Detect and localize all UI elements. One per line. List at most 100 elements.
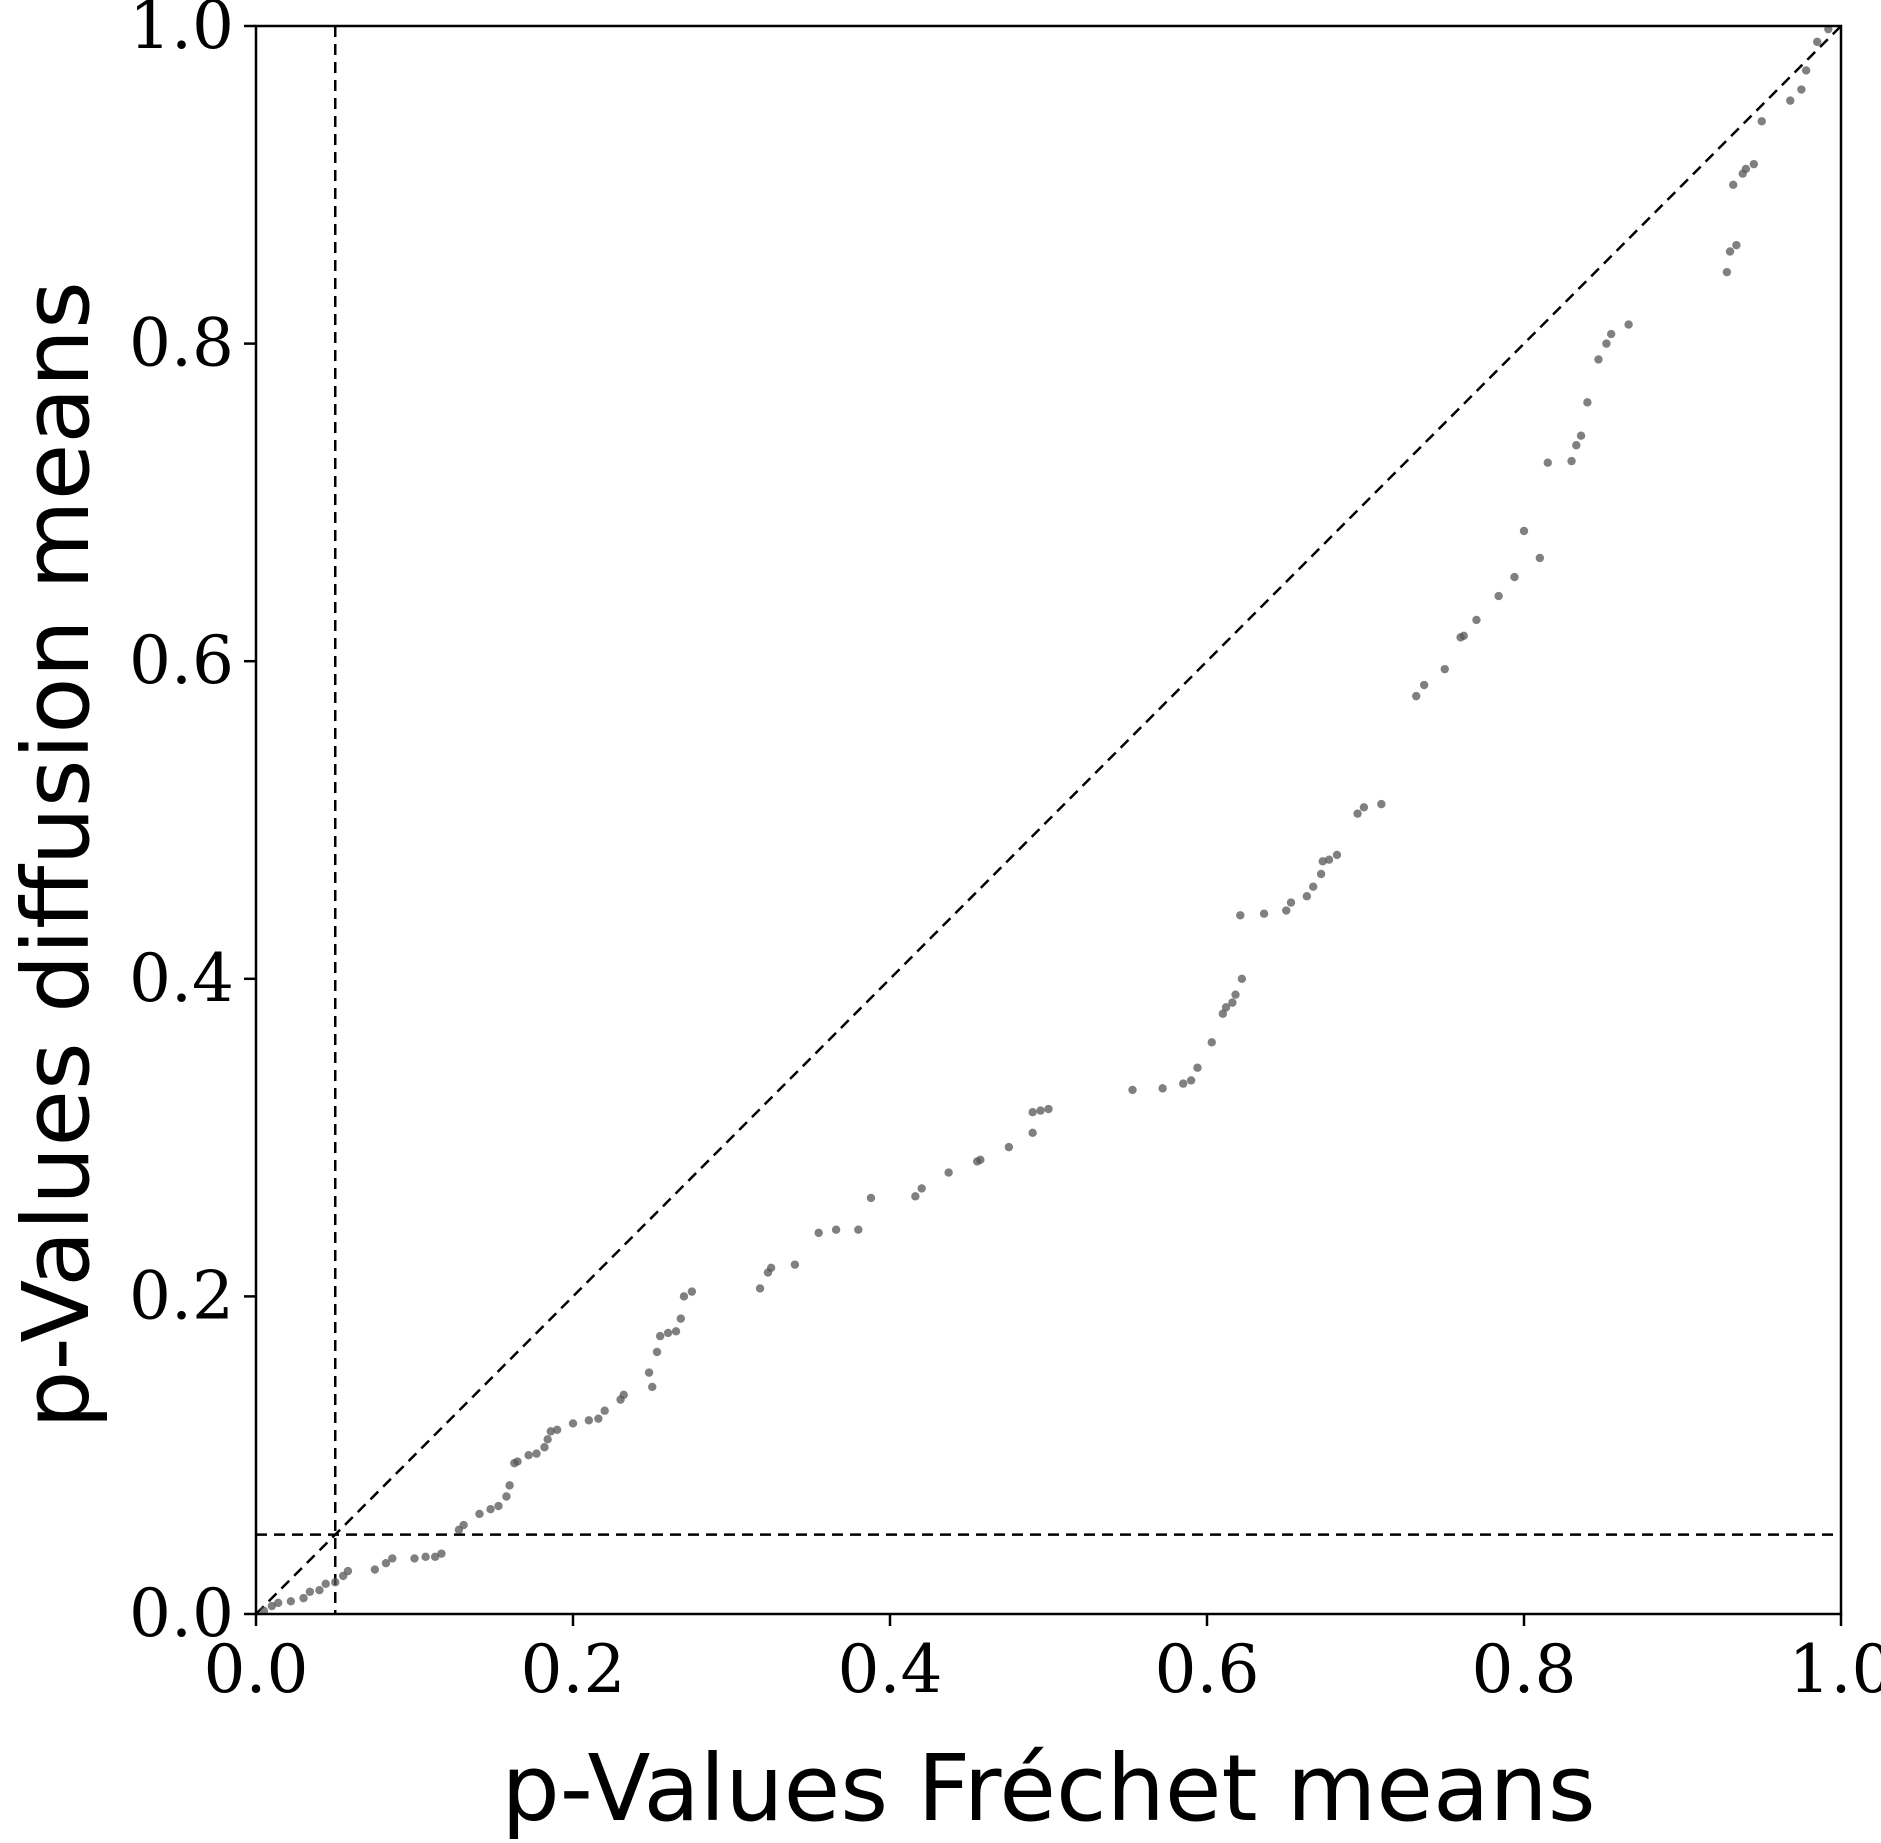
reference-lines	[255, 25, 1842, 1615]
data-point	[1606, 329, 1616, 339]
data-point	[1797, 85, 1806, 94]
data-point	[1722, 267, 1732, 277]
data-point	[1459, 631, 1468, 640]
data-point	[486, 1504, 495, 1514]
y-tick-label: 0.6	[129, 622, 234, 699]
data-point	[663, 1328, 673, 1338]
data-point	[1179, 1079, 1188, 1088]
data-point	[1377, 799, 1386, 809]
x-tick-label: 0.6	[1155, 1631, 1260, 1708]
data-point	[1259, 909, 1269, 918]
data-point	[494, 1501, 503, 1511]
data-point	[1158, 1084, 1167, 1093]
data-point	[305, 1587, 315, 1596]
data-point	[552, 1425, 562, 1434]
data-point	[644, 1368, 654, 1377]
data-point	[1324, 855, 1334, 864]
data-point	[1412, 691, 1421, 701]
data-point	[1282, 906, 1291, 915]
data-point	[1519, 526, 1529, 536]
data-point	[854, 1225, 863, 1234]
data-point	[679, 1292, 689, 1301]
x-tick-label: 0.4	[838, 1631, 943, 1708]
plot-frame	[254, 24, 1843, 1616]
data-point	[1583, 398, 1592, 407]
data-point	[1757, 117, 1766, 126]
data-point	[911, 1192, 920, 1201]
data-point	[1028, 1128, 1037, 1138]
data-point	[1510, 572, 1519, 582]
data-point	[1576, 431, 1586, 440]
data-point	[1318, 857, 1327, 866]
data-point	[1786, 96, 1795, 105]
data-point	[267, 1601, 277, 1611]
diagonal-reference-line	[255, 25, 1842, 1615]
data-point	[1813, 37, 1822, 47]
data-point	[1801, 66, 1811, 75]
data-point	[1193, 1063, 1202, 1072]
data-point	[1186, 1076, 1196, 1085]
data-points	[259, 24, 1833, 1616]
data-point	[1237, 974, 1247, 983]
data-point	[755, 1284, 765, 1293]
data-point	[1028, 1107, 1037, 1117]
data-point	[1231, 990, 1240, 999]
x-tick-label: 0.0	[204, 1631, 309, 1708]
data-point	[286, 1597, 296, 1606]
data-point	[1228, 998, 1237, 1007]
x-axis-ticks: 0.0 0.2 0.4 0.6 0.8 1.0	[204, 1614, 1881, 1708]
data-point	[1004, 1142, 1014, 1152]
data-point	[1729, 180, 1738, 189]
data-point	[437, 1549, 446, 1558]
data-point	[1535, 553, 1545, 563]
data-point	[1543, 458, 1552, 467]
data-point	[273, 1598, 283, 1608]
data-point	[532, 1449, 541, 1458]
data-point	[524, 1451, 533, 1460]
data-point	[1128, 1085, 1137, 1095]
data-point	[600, 1406, 609, 1415]
data-point	[410, 1554, 419, 1563]
data-point	[1472, 615, 1481, 625]
data-point	[321, 1579, 330, 1589]
data-point	[540, 1443, 549, 1452]
data-point	[1440, 664, 1449, 674]
data-point	[1749, 159, 1759, 169]
data-point	[1236, 911, 1245, 920]
data-point	[568, 1419, 578, 1428]
x-tick-label: 0.8	[1472, 1631, 1577, 1708]
data-point	[1308, 882, 1318, 891]
data-point	[584, 1416, 594, 1425]
data-point	[475, 1509, 484, 1519]
data-point	[1302, 892, 1312, 901]
data-point	[1494, 591, 1503, 601]
data-point	[1624, 320, 1633, 329]
data-point	[381, 1558, 391, 1568]
data-point	[619, 1390, 628, 1400]
data-point	[513, 1457, 522, 1466]
data-point	[671, 1327, 681, 1336]
data-point	[1207, 1038, 1216, 1047]
data-point	[543, 1435, 552, 1444]
data-point	[505, 1481, 514, 1490]
data-point	[1567, 456, 1576, 466]
x-tick-label: 1.0	[1789, 1631, 1881, 1708]
data-point	[814, 1228, 823, 1238]
data-point	[1572, 441, 1581, 450]
data-point	[1419, 680, 1429, 690]
data-point	[648, 1382, 657, 1392]
data-point	[831, 1225, 841, 1234]
data-point	[1602, 339, 1611, 348]
data-point	[546, 1427, 556, 1436]
data-point	[917, 1184, 926, 1193]
data-point	[299, 1593, 308, 1603]
x-axis-label: p-Values Fréchet means	[501, 1735, 1595, 1842]
data-point	[976, 1155, 985, 1165]
data-point	[790, 1260, 800, 1269]
data-point	[1594, 355, 1603, 364]
data-point	[459, 1520, 468, 1530]
data-point	[766, 1263, 776, 1273]
data-point	[430, 1552, 440, 1562]
data-point	[1036, 1106, 1045, 1115]
